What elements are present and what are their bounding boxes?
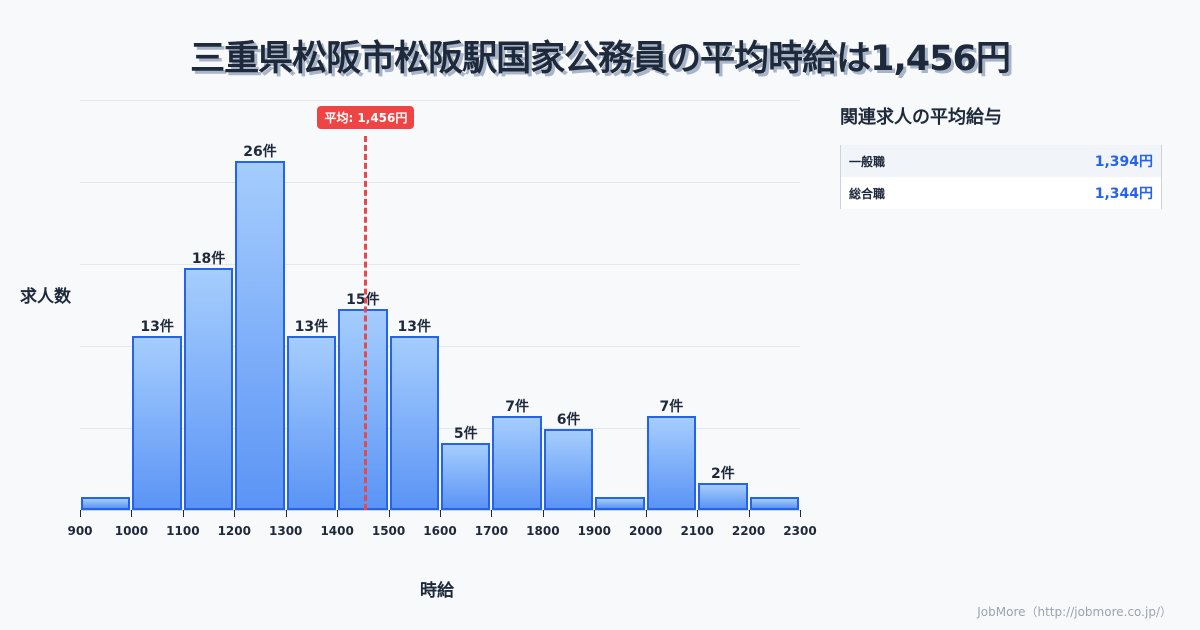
x-tick bbox=[131, 510, 133, 517]
x-tick-label: 1000 bbox=[114, 524, 149, 538]
avg-salary: 1,394円 bbox=[1094, 154, 1153, 170]
x-tick-label: 1100 bbox=[166, 524, 200, 538]
histogram-bar[interactable] bbox=[595, 496, 645, 510]
x-tick-label: 1600 bbox=[423, 524, 457, 538]
gridline bbox=[80, 346, 800, 347]
bar-value-label: 2件 bbox=[710, 466, 735, 483]
x-tick-label: 2300 bbox=[783, 524, 817, 538]
table-row: 一般職 1,394円 bbox=[841, 145, 1161, 177]
job-type: 一般職 bbox=[849, 154, 886, 169]
x-tick-label: 1700 bbox=[474, 524, 509, 538]
bar-value-label: 7件 bbox=[505, 399, 530, 416]
x-tick-label: 1200 bbox=[217, 524, 251, 538]
page-title: 三重県松阪市松阪駅国家公務員の平均時給は1,456円 bbox=[190, 39, 1011, 79]
histogram-bar[interactable] bbox=[543, 429, 594, 510]
histogram-bar[interactable] bbox=[646, 416, 697, 510]
bar-value-label: 26件 bbox=[243, 144, 277, 161]
x-tick-label: 1500 bbox=[371, 524, 406, 538]
histogram-bar[interactable] bbox=[698, 483, 748, 510]
job-type: 総合職 bbox=[849, 186, 886, 201]
bar-value-label: 15件 bbox=[346, 291, 380, 308]
gridline bbox=[80, 264, 800, 265]
histogram-bar[interactable] bbox=[81, 496, 131, 510]
x-axis-label: 時給 bbox=[420, 581, 454, 601]
x-tick bbox=[800, 510, 801, 517]
x-tick bbox=[748, 510, 750, 517]
x-tick-label: 2000 bbox=[629, 524, 663, 538]
x-tick bbox=[440, 510, 441, 517]
x-tick bbox=[337, 510, 339, 517]
table-row: 総合職 1,344円 bbox=[841, 177, 1161, 209]
x-tick bbox=[80, 510, 81, 517]
side-panel-title: 関連求人の平均給与 bbox=[840, 107, 1002, 128]
gridline bbox=[80, 100, 800, 101]
related-salary-table: 一般職 1,394円 総合職 1,344円 bbox=[840, 145, 1162, 209]
x-tick-label: 1800 bbox=[526, 524, 560, 538]
bar-value-label: 13件 bbox=[397, 318, 432, 335]
bar-value-label: 6件 bbox=[556, 412, 581, 429]
histogram-bar[interactable] bbox=[132, 335, 182, 510]
bar-value-label: 5件 bbox=[453, 425, 478, 442]
y-axis-label: 求人数 bbox=[20, 287, 71, 307]
x-tick bbox=[645, 510, 647, 517]
bar-value-label: 18件 bbox=[191, 251, 226, 268]
histogram-bar[interactable] bbox=[338, 308, 388, 510]
mean-line bbox=[364, 136, 368, 510]
footer-credit[interactable]: JobMore（http://jobmore.co.jp/） bbox=[977, 605, 1172, 619]
bar-value-label: 13件 bbox=[294, 318, 329, 335]
x-tick bbox=[491, 510, 493, 517]
mean-badge: 平均: 1,456円 bbox=[317, 106, 415, 129]
histogram-bar[interactable] bbox=[749, 496, 799, 510]
histogram-bar[interactable] bbox=[389, 335, 439, 510]
x-tick bbox=[182, 510, 184, 517]
x-tick-label: 2200 bbox=[731, 524, 766, 538]
x-tick bbox=[594, 510, 596, 517]
x-tick bbox=[697, 510, 699, 517]
x-tick-label: 1900 bbox=[577, 524, 611, 538]
avg-salary: 1,344円 bbox=[1094, 186, 1153, 202]
gridline bbox=[80, 182, 800, 183]
x-tick-label: 2100 bbox=[680, 524, 714, 538]
histogram-bar[interactable] bbox=[492, 416, 542, 510]
x-tick bbox=[542, 510, 544, 517]
histogram-bar[interactable] bbox=[286, 335, 337, 510]
x-tick bbox=[388, 510, 390, 517]
x-tick-label: 900 bbox=[67, 524, 93, 538]
histogram-bar[interactable] bbox=[235, 161, 285, 510]
x-tick bbox=[285, 510, 287, 517]
bar-value-label: 7件 bbox=[659, 399, 684, 416]
x-tick bbox=[234, 510, 236, 517]
x-tick-label: 1300 bbox=[269, 524, 303, 538]
histogram-bar[interactable] bbox=[441, 442, 491, 510]
gridline bbox=[80, 428, 800, 429]
bar-value-label: 13件 bbox=[140, 318, 174, 335]
histogram-chart: 13件 18件 26件 13件 15件 13件 5件 7件 6件 7件 2件 平均: 1,456円 bbox=[80, 100, 801, 517]
histogram-bar[interactable] bbox=[183, 268, 234, 510]
x-tick-label: 1400 bbox=[320, 524, 354, 538]
